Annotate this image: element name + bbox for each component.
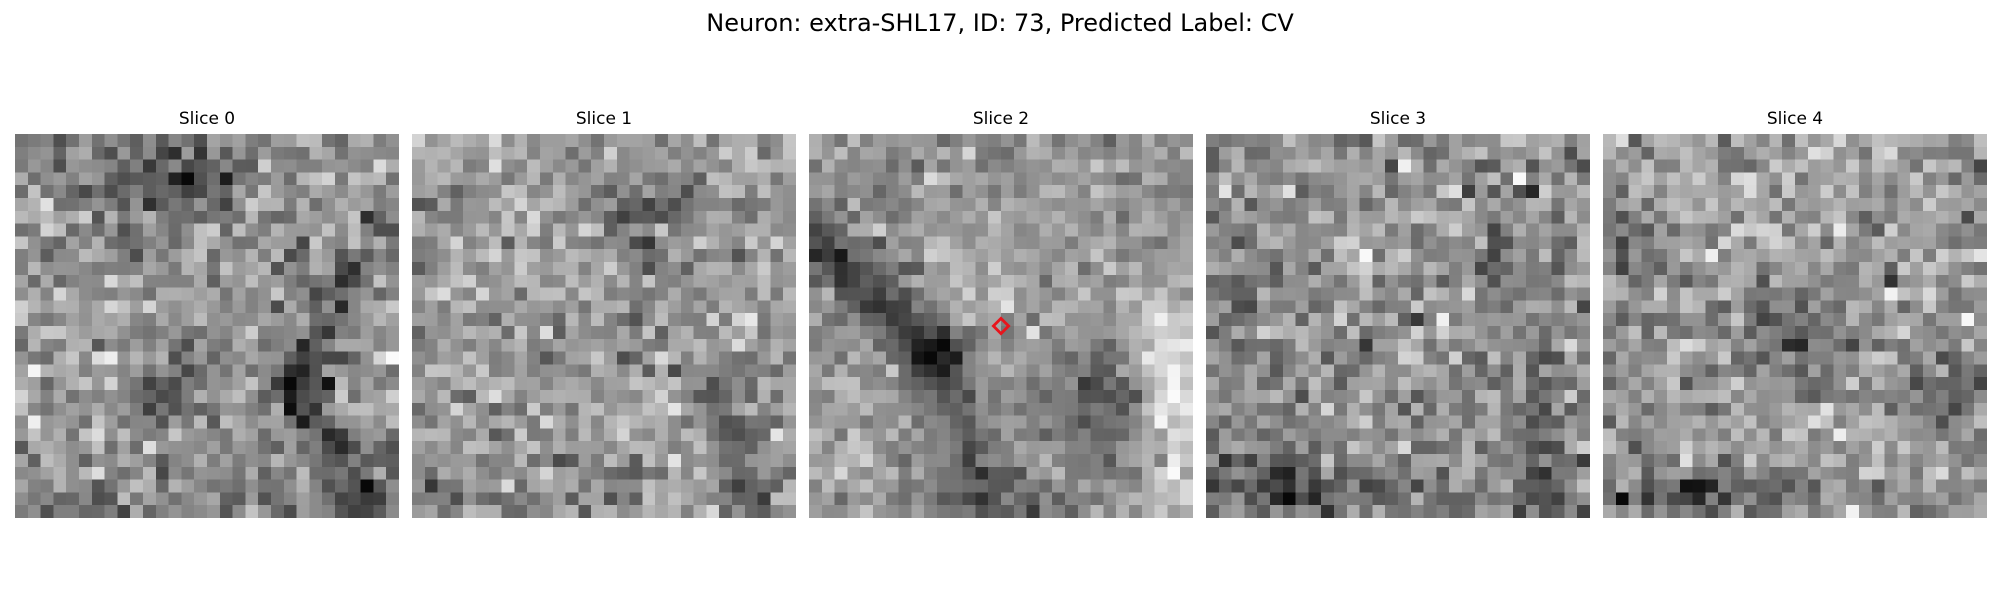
slice-title: Slice 2 [972,109,1030,129]
slice-image [1603,134,1987,518]
neuron-location-marker [991,316,1011,336]
slice-title: Slice 1 [575,109,633,129]
slice-title: Slice 4 [1766,109,1824,129]
figure-title: Neuron: extra-SHL17, ID: 73, Predicted L… [706,9,1294,37]
slice-image [1206,134,1590,518]
slice-panel-2: Slice 2 [809,108,1193,518]
slice-panel-0: Slice 0 [15,108,399,518]
slice-image [15,134,399,518]
slice-title: Slice 0 [178,109,236,129]
slice-panel-1: Slice 1 [412,108,796,518]
slice-image [412,134,796,518]
slice-image [809,134,1193,518]
slice-panel-3: Slice 3 [1206,108,1590,518]
slice-panel-4: Slice 4 [1603,108,1987,518]
slice-title: Slice 3 [1369,109,1427,129]
